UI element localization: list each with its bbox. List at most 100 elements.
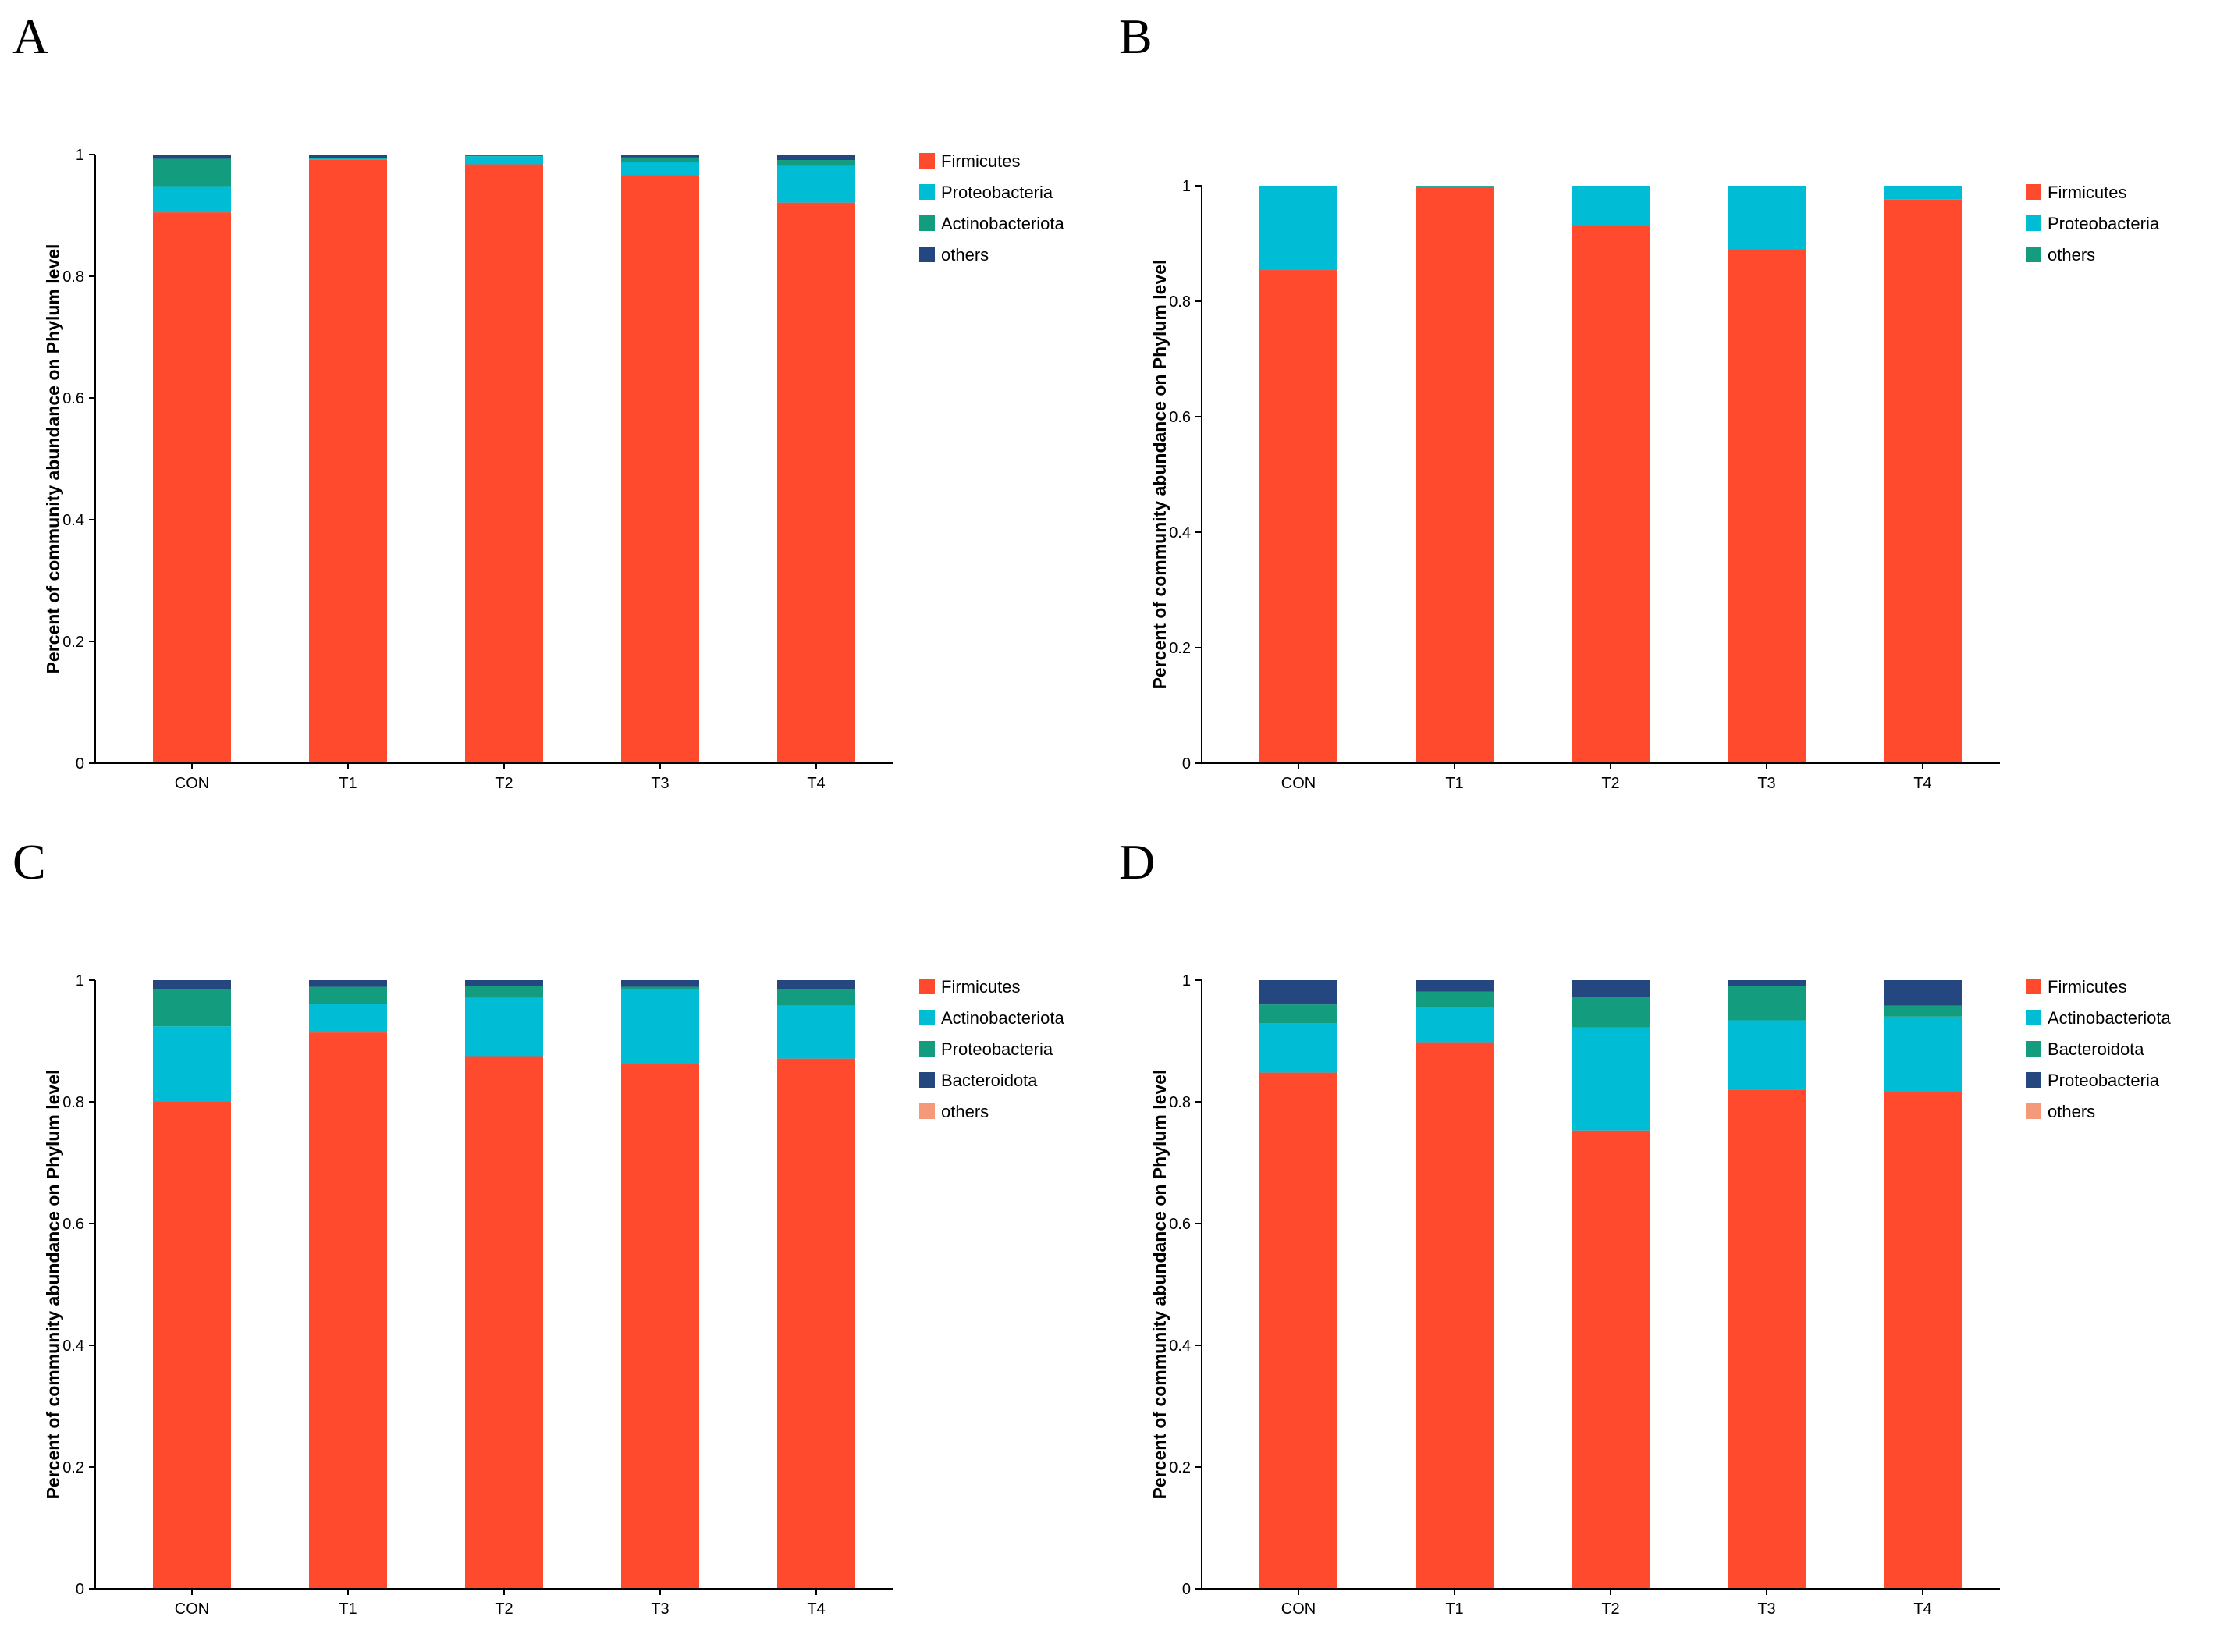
bar-segment-bacteroidota-t3 xyxy=(1728,986,1806,1021)
bar-segment-firmicutes-t2 xyxy=(465,1056,543,1589)
bar-segment-firmicutes-t3 xyxy=(621,175,699,763)
bar-segment-proteobacteria-t2 xyxy=(465,156,543,165)
bar-segment-proteobacteria-t1 xyxy=(309,158,387,160)
x-tick-label-t2: T2 xyxy=(495,775,513,792)
y-tick-label: 0.8 xyxy=(1169,293,1191,311)
bar-segment-proteobacteria-t2 xyxy=(1572,980,1650,997)
chart-c: 0 0.2 0.4 0.6 0.8 1 CON T1 T2 T3 T4 Percent of comm… xyxy=(43,972,1065,1618)
bar-segment-proteobacteria-t1 xyxy=(309,986,387,1004)
bar-segment-bacteroidota-t1 xyxy=(309,980,387,987)
bar-segment-actinobacteriota-t3 xyxy=(621,989,699,1064)
legend-swatch-others xyxy=(919,1103,935,1119)
bar-segment-firmicutes-t1 xyxy=(1416,187,1494,764)
bar-segment-actinobacteriota-t1 xyxy=(309,158,387,159)
y-tick-label: 0.6 xyxy=(62,390,84,407)
panel-letter-b: B xyxy=(1119,9,1153,64)
bar-segment-actinobacteriota-t1 xyxy=(1416,1007,1494,1043)
bar-segment-firmicutes-t2 xyxy=(465,164,543,764)
legend: Firmicutes Proteobacteria Actinobacteriota… xyxy=(919,151,1065,265)
legend-swatch-firmicutes xyxy=(2026,979,2041,994)
y-tick-label: 1 xyxy=(76,972,84,989)
legend-swatch-bacteroidota xyxy=(919,1072,935,1088)
y-axis-label: Percent of community abundance on Phylum… xyxy=(43,1070,63,1500)
bar-segment-actinobacteriota-t1 xyxy=(309,1004,387,1033)
legend-label-proteobacteria: Proteobacteria xyxy=(2048,214,2160,233)
legend-label-proteobacteria: Proteobacteria xyxy=(941,1039,1053,1059)
bar-segment-proteobacteria-t3 xyxy=(621,986,699,989)
bar-segment-bacteroidota-con xyxy=(1259,1004,1337,1024)
legend-swatch-actinobacteriota xyxy=(2026,1010,2041,1025)
y-tick-label: 0.6 xyxy=(1169,1216,1191,1233)
y-tick-label: 0 xyxy=(1182,1581,1191,1598)
legend-label-firmicutes: Firmicutes xyxy=(941,151,1020,171)
bar-segment-proteobacteria-con xyxy=(1259,980,1337,1005)
legend-swatch-proteobacteria xyxy=(2026,215,2041,231)
y-tick-label: 0.6 xyxy=(1169,409,1191,426)
legend: Firmicutes Proteobacteria others xyxy=(2026,183,2160,265)
legend: Firmicutes Actinobacteriota Bacteroidota Pr… xyxy=(2026,977,2172,1121)
x-tick-label-t1: T1 xyxy=(339,775,357,792)
x-tick-label-t2: T2 xyxy=(1601,1600,1619,1618)
y-tick-label: 0.4 xyxy=(1169,524,1191,542)
bar-segment-bacteroidota-t3 xyxy=(621,980,699,987)
y-tick-label: 0.4 xyxy=(62,1338,84,1355)
y-tick-label: 0.2 xyxy=(1169,640,1191,657)
bar-segment-actinobacteriota-t4 xyxy=(777,160,855,166)
y-tick-label: 0 xyxy=(76,1581,84,1598)
bar-segment-proteobacteria-con xyxy=(153,989,231,1027)
bar-segment-others-t4 xyxy=(777,155,855,161)
bar-segment-others-t1 xyxy=(1416,186,1494,187)
bar-segment-bacteroidota-t2 xyxy=(465,980,543,986)
bar-segment-firmicutes-t1 xyxy=(309,159,387,764)
bar-segment-proteobacteria-con xyxy=(153,186,231,213)
chart-b: 0 0.2 0.4 0.6 0.8 1 CON T1 T2 T3 T4 Percent of comm… xyxy=(1149,178,2160,792)
y-tick-label: 1 xyxy=(76,147,84,164)
x-tick-label-t1: T1 xyxy=(1445,1600,1463,1618)
bar-segment-firmicutes-t2 xyxy=(1572,1130,1650,1589)
x-tick-label-t2: T2 xyxy=(1601,775,1619,792)
bar-segment-firmicutes-con xyxy=(153,212,231,764)
panel-letter-a: A xyxy=(12,9,49,64)
x-tick-label-t2: T2 xyxy=(495,1600,513,1618)
bar-segment-actinobacteriota-con xyxy=(1259,1023,1337,1073)
bar-segment-actinobacteriota-t2 xyxy=(465,155,543,157)
bar-segment-actinobacteriota-t4 xyxy=(1884,1016,1962,1092)
legend-label-firmicutes: Firmicutes xyxy=(2048,183,2126,202)
bar-segment-others-t2 xyxy=(465,155,543,156)
bar-segment-firmicutes-con xyxy=(153,1102,231,1589)
y-tick-label: 0.8 xyxy=(1169,1094,1191,1111)
bar-segment-firmicutes-t4 xyxy=(1884,199,1962,763)
bar-segment-bacteroidota-t1 xyxy=(1416,991,1494,1007)
legend-label-actinobacteriota: Actinobacteriota xyxy=(941,214,1065,233)
chart-a: 0 0.2 0.4 0.6 0.8 1 CON T1 T2 T3 T4 Percent of comm… xyxy=(43,147,1065,792)
panel-letter-d: D xyxy=(1119,834,1156,890)
x-tick-label-t3: T3 xyxy=(1757,1600,1775,1618)
x-tick-label-t1: T1 xyxy=(339,1600,357,1618)
bar-segment-actinobacteriota-t3 xyxy=(1728,1020,1806,1090)
legend-label-proteobacteria: Proteobacteria xyxy=(2048,1071,2160,1090)
x-tick-label-t3: T3 xyxy=(651,1600,669,1618)
legend-label-others: others xyxy=(2048,245,2095,265)
y-tick-label: 1 xyxy=(1182,178,1191,195)
legend-label-others: others xyxy=(941,1102,989,1121)
panel-a: A 0 0.2 0.4 0.6 0.8 1 CON T1 T2 T3 T4 Percent of co… xyxy=(0,0,1106,826)
legend-label-actinobacteriota: Actinobacteriota xyxy=(941,1008,1065,1028)
legend-label-proteobacteria: Proteobacteria xyxy=(941,183,1053,202)
x-tick-label-con: CON xyxy=(1281,1600,1316,1618)
x-tick-label-t4: T4 xyxy=(1913,1600,1931,1618)
legend-label-others: others xyxy=(2048,1102,2095,1121)
legend-label-others: others xyxy=(941,245,989,265)
bar-segment-proteobacteria-t2 xyxy=(465,986,543,998)
bar-segment-firmicutes-t1 xyxy=(309,1032,387,1589)
legend-swatch-others xyxy=(2026,1103,2041,1119)
bars xyxy=(153,155,855,764)
x-tick-label-con: CON xyxy=(175,1600,209,1618)
legend-label-actinobacteriota: Actinobacteriota xyxy=(2048,1008,2172,1028)
x-tick-label-con: CON xyxy=(175,775,209,792)
bar-segment-proteobacteria-t3 xyxy=(621,162,699,176)
x-tick-label-t4: T4 xyxy=(807,1600,825,1618)
panel-letter-c: C xyxy=(12,834,46,890)
bar-segment-proteobacteria-t4 xyxy=(1884,980,1962,1006)
bar-segment-proteobacteria-t1 xyxy=(1416,980,1494,992)
bar-segment-others-t1 xyxy=(309,155,387,158)
